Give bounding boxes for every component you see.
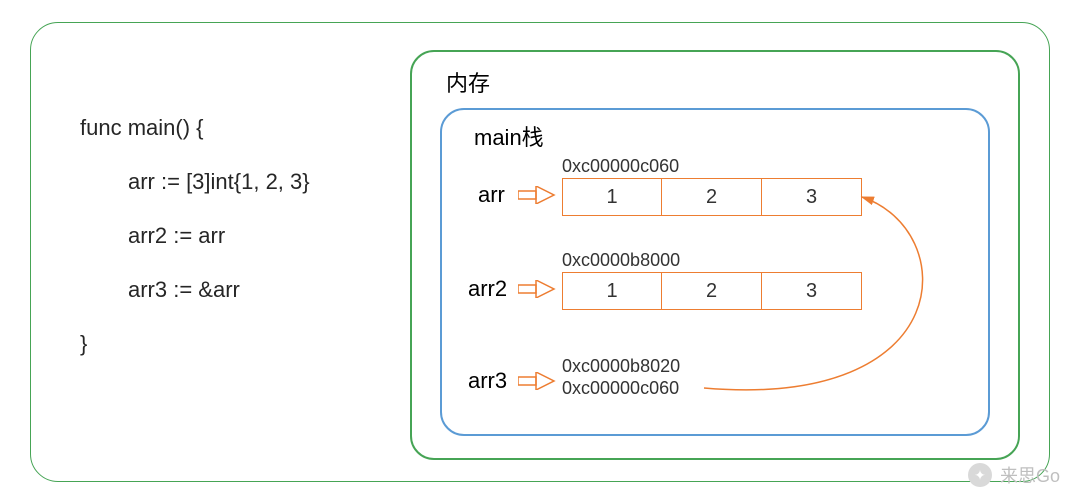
code-line-4: arr3 := &arr [80,277,310,303]
arr2-cell-2: 3 [762,272,862,310]
arr2-cell-0: 1 [562,272,662,310]
arr-array: 1 2 3 [562,178,862,216]
wechat-icon: ✦ [968,463,992,487]
arr-address: 0xc00000c060 [562,156,679,177]
code-line-2: arr := [3]int{1, 2, 3} [80,169,310,195]
arr3-address: 0xc0000b8020 [562,356,680,377]
arr2-cell-1: 2 [662,272,762,310]
watermark: ✦ 来思Go [968,462,1060,488]
code-line-1: func main() { [80,115,310,141]
arr2-label: arr2 [468,276,507,302]
memory-title: 内存 [446,66,490,98]
arr-label: arr [478,182,505,208]
arr3-label: arr3 [468,368,507,394]
arr-cell-1: 2 [662,178,762,216]
arr2-address: 0xc0000b8000 [562,250,680,271]
code-line-5: } [80,331,310,357]
stack-title: main栈 [474,120,544,152]
arr-cell-2: 3 [762,178,862,216]
code-block: func main() { arr := [3]int{1, 2, 3} arr… [80,115,310,385]
arr2-arrow-icon [518,280,558,298]
arr-cell-0: 1 [562,178,662,216]
arr3-arrow-icon [518,372,558,390]
arr2-array: 1 2 3 [562,272,862,310]
arr3-value: 0xc00000c060 [562,378,679,399]
arr-arrow-icon [518,186,558,204]
code-line-3: arr2 := arr [80,223,310,249]
watermark-text: 来思Go [1000,462,1060,488]
